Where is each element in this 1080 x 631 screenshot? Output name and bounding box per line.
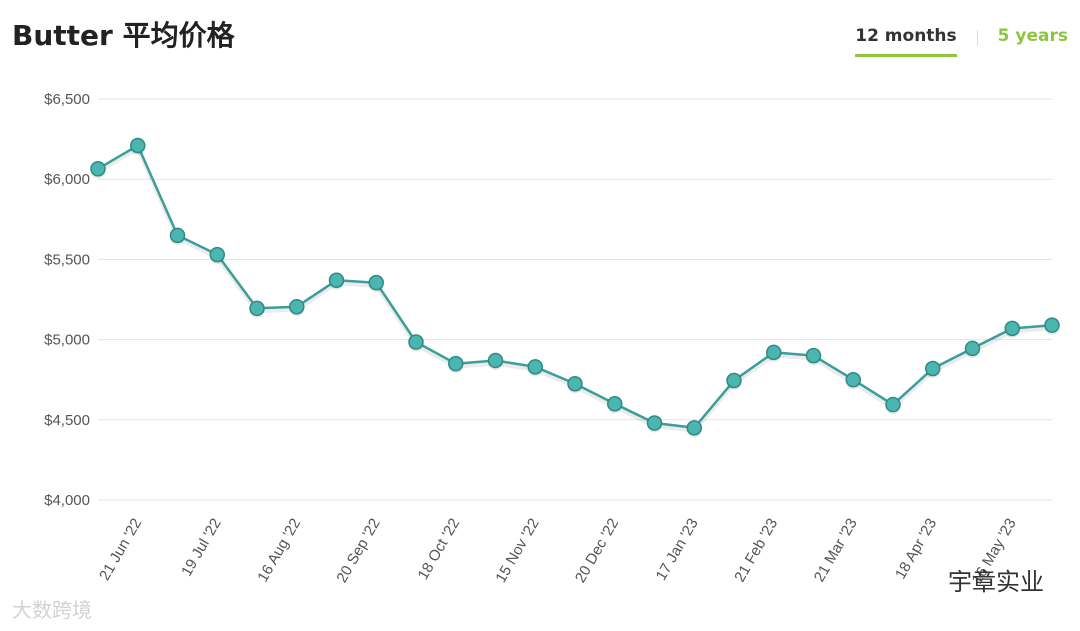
x-tick-label: 19 Jul '22 bbox=[178, 516, 225, 580]
x-tick-label: 18 Apr '23 bbox=[892, 516, 940, 583]
x-tick-label: 21 Mar '23 bbox=[811, 516, 861, 585]
data-point[interactable] bbox=[1004, 320, 1020, 337]
data-point[interactable] bbox=[925, 360, 941, 377]
data-point[interactable] bbox=[607, 396, 623, 412]
data-point[interactable] bbox=[368, 274, 384, 291]
data-point[interactable] bbox=[766, 344, 782, 361]
tab-separator bbox=[976, 29, 978, 46]
data-point[interactable] bbox=[646, 415, 663, 431]
chart-title: Butter 平均价格 bbox=[12, 19, 235, 52]
data-point[interactable] bbox=[726, 372, 742, 389]
data-point[interactable] bbox=[408, 334, 424, 350]
data-point[interactable] bbox=[289, 298, 305, 315]
data-point[interactable] bbox=[885, 396, 901, 413]
x-tick-label: 21 Jun '22 bbox=[96, 516, 145, 584]
data-point[interactable] bbox=[845, 371, 861, 388]
data-point[interactable] bbox=[487, 352, 504, 369]
x-tick-label: 17 Jan '23 bbox=[653, 516, 702, 584]
tab-5-years[interactable]: 5 years bbox=[997, 26, 1068, 46]
y-tick-label: $6,000 bbox=[44, 171, 90, 188]
data-point[interactable] bbox=[209, 246, 225, 263]
data-point[interactable] bbox=[805, 347, 822, 364]
y-axis-labels: $4,000 $4,500 $5,000 $5,500 $6,000 $6,500 bbox=[44, 91, 90, 509]
tab-12-months[interactable]: 12 months bbox=[855, 26, 957, 57]
data-point[interactable] bbox=[328, 272, 345, 289]
y-tick-label: $5,500 bbox=[44, 251, 90, 268]
x-tick-label: 20 Sep '22 bbox=[333, 516, 383, 586]
gridlines bbox=[98, 98, 1052, 501]
y-tick-label: $4,500 bbox=[44, 412, 90, 429]
data-point[interactable] bbox=[527, 359, 543, 375]
data-point[interactable] bbox=[130, 137, 146, 154]
x-tick-label: 16 Aug '22 bbox=[254, 516, 304, 586]
data-point[interactable] bbox=[90, 161, 106, 177]
data-point[interactable] bbox=[964, 340, 981, 357]
data-point[interactable] bbox=[169, 227, 186, 244]
x-tick-label: 20 Dec '22 bbox=[572, 516, 622, 586]
x-axis-labels: 21 Jun '22 19 Jul '22 16 Aug '22 20 Sep '22… bbox=[96, 516, 1020, 588]
y-tick-label: $4,000 bbox=[44, 492, 90, 509]
y-tick-label: $6,500 bbox=[44, 91, 90, 108]
data-point[interactable] bbox=[567, 375, 583, 392]
x-tick-label: 18 Oct '22 bbox=[415, 516, 464, 583]
watermark-left: 大数跨境 bbox=[12, 598, 92, 622]
range-tabs: 12 months 5 years bbox=[855, 26, 1068, 57]
series-points bbox=[90, 137, 1060, 438]
data-point[interactable] bbox=[1044, 317, 1060, 333]
watermark-right: 宇章实业 bbox=[948, 568, 1044, 596]
x-tick-label: 21 Feb '23 bbox=[731, 516, 781, 585]
data-point[interactable] bbox=[249, 300, 265, 317]
data-point[interactable] bbox=[686, 420, 702, 436]
x-tick-label: 15 Nov '22 bbox=[492, 516, 542, 586]
data-point[interactable] bbox=[448, 355, 464, 372]
y-tick-label: $5,000 bbox=[44, 332, 90, 349]
